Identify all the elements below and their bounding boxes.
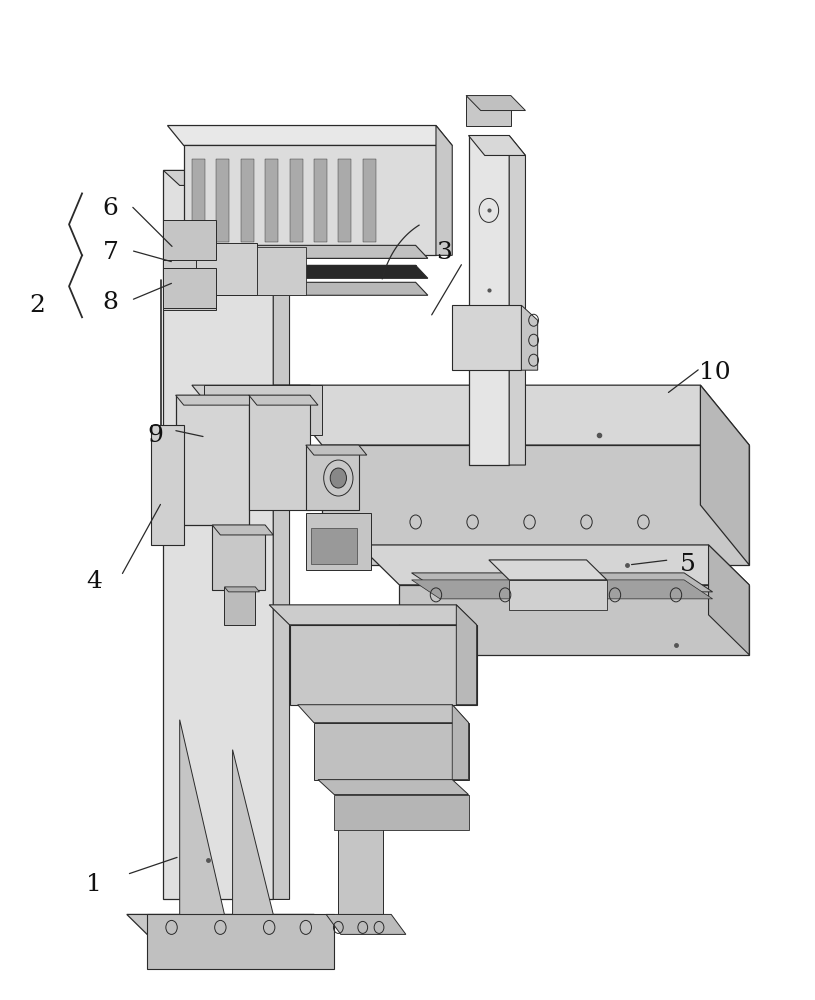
- Polygon shape: [456, 605, 477, 705]
- Circle shape: [330, 468, 346, 488]
- Bar: [164, 170, 273, 899]
- Bar: [338, 159, 351, 242]
- Text: 3: 3: [436, 241, 452, 264]
- Bar: [314, 159, 327, 242]
- Polygon shape: [273, 385, 749, 445]
- Bar: [306, 445, 359, 510]
- Polygon shape: [168, 265, 428, 278]
- Bar: [196, 243, 257, 295]
- Bar: [152, 425, 183, 545]
- Bar: [212, 525, 265, 590]
- Polygon shape: [318, 780, 469, 795]
- Polygon shape: [306, 445, 367, 455]
- Bar: [240, 159, 253, 242]
- Bar: [175, 395, 249, 525]
- Polygon shape: [249, 395, 318, 405]
- Bar: [216, 159, 229, 242]
- Polygon shape: [175, 395, 257, 405]
- Polygon shape: [436, 126, 452, 255]
- Text: 10: 10: [699, 361, 731, 384]
- Bar: [183, 145, 436, 255]
- Polygon shape: [469, 136, 526, 155]
- Bar: [322, 445, 749, 565]
- Polygon shape: [164, 260, 216, 310]
- Bar: [452, 305, 522, 370]
- Bar: [509, 580, 607, 610]
- Bar: [466, 96, 511, 126]
- Bar: [204, 385, 322, 435]
- Polygon shape: [452, 705, 469, 780]
- Text: 8: 8: [103, 291, 118, 314]
- Bar: [334, 795, 469, 830]
- Polygon shape: [127, 914, 334, 934]
- Bar: [265, 159, 278, 242]
- Polygon shape: [168, 282, 428, 295]
- Polygon shape: [466, 96, 526, 111]
- Bar: [148, 914, 334, 969]
- Text: 2: 2: [29, 294, 46, 317]
- Polygon shape: [232, 750, 273, 914]
- Polygon shape: [212, 525, 273, 535]
- Bar: [289, 625, 477, 705]
- Bar: [249, 395, 310, 510]
- Bar: [164, 268, 216, 308]
- Bar: [363, 159, 376, 242]
- Polygon shape: [273, 170, 289, 899]
- Polygon shape: [700, 385, 749, 565]
- Polygon shape: [297, 705, 469, 723]
- Text: 7: 7: [103, 241, 118, 264]
- Bar: [311, 528, 357, 564]
- Polygon shape: [489, 560, 607, 580]
- Bar: [164, 220, 216, 260]
- Bar: [306, 513, 371, 570]
- Bar: [192, 159, 205, 242]
- Bar: [469, 136, 509, 465]
- Polygon shape: [192, 385, 322, 400]
- Polygon shape: [326, 914, 406, 934]
- Polygon shape: [164, 170, 289, 185]
- Text: 6: 6: [103, 197, 118, 220]
- Polygon shape: [412, 580, 712, 599]
- Bar: [338, 825, 383, 914]
- Bar: [289, 159, 302, 242]
- Text: 4: 4: [86, 570, 102, 593]
- Polygon shape: [168, 126, 452, 145]
- Polygon shape: [359, 545, 749, 585]
- Bar: [224, 587, 255, 625]
- Polygon shape: [522, 305, 538, 370]
- Polygon shape: [179, 720, 224, 914]
- Polygon shape: [509, 136, 526, 465]
- Polygon shape: [269, 605, 477, 625]
- Polygon shape: [168, 245, 428, 258]
- Text: 9: 9: [148, 424, 163, 447]
- Polygon shape: [224, 587, 259, 592]
- Polygon shape: [412, 573, 712, 592]
- Text: 5: 5: [681, 553, 696, 576]
- Bar: [257, 247, 306, 295]
- Bar: [399, 585, 749, 655]
- Bar: [314, 723, 469, 780]
- Text: 1: 1: [86, 873, 102, 896]
- Polygon shape: [708, 545, 749, 655]
